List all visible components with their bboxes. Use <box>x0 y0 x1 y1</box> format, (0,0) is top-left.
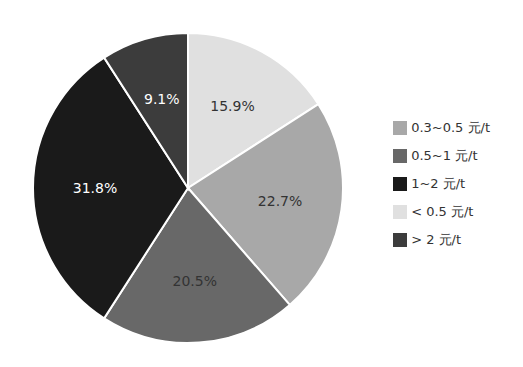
html-text:0.3~0.5 元/t: 0.3~0.5 元/t <box>411 119 490 135</box>
html-text:< 0.5 元/t: < 0.5 元/t <box>411 203 474 219</box>
svg-text:15.9%: 15.9% <box>210 98 254 114</box>
html-text:1~2 元/t: 1~2 元/t <box>411 175 466 191</box>
html-text:> 2 元/t: > 2 元/t <box>411 231 461 247</box>
html-text:0.5~1 元/t: 0.5~1 元/t <box>411 147 478 163</box>
svg-text:22.7%: 22.7% <box>258 193 302 209</box>
svg-text:20.5%: 20.5% <box>172 273 216 289</box>
svg-text:31.8%: 31.8% <box>73 180 117 196</box>
svg-text:9.1%: 9.1% <box>144 91 180 107</box>
